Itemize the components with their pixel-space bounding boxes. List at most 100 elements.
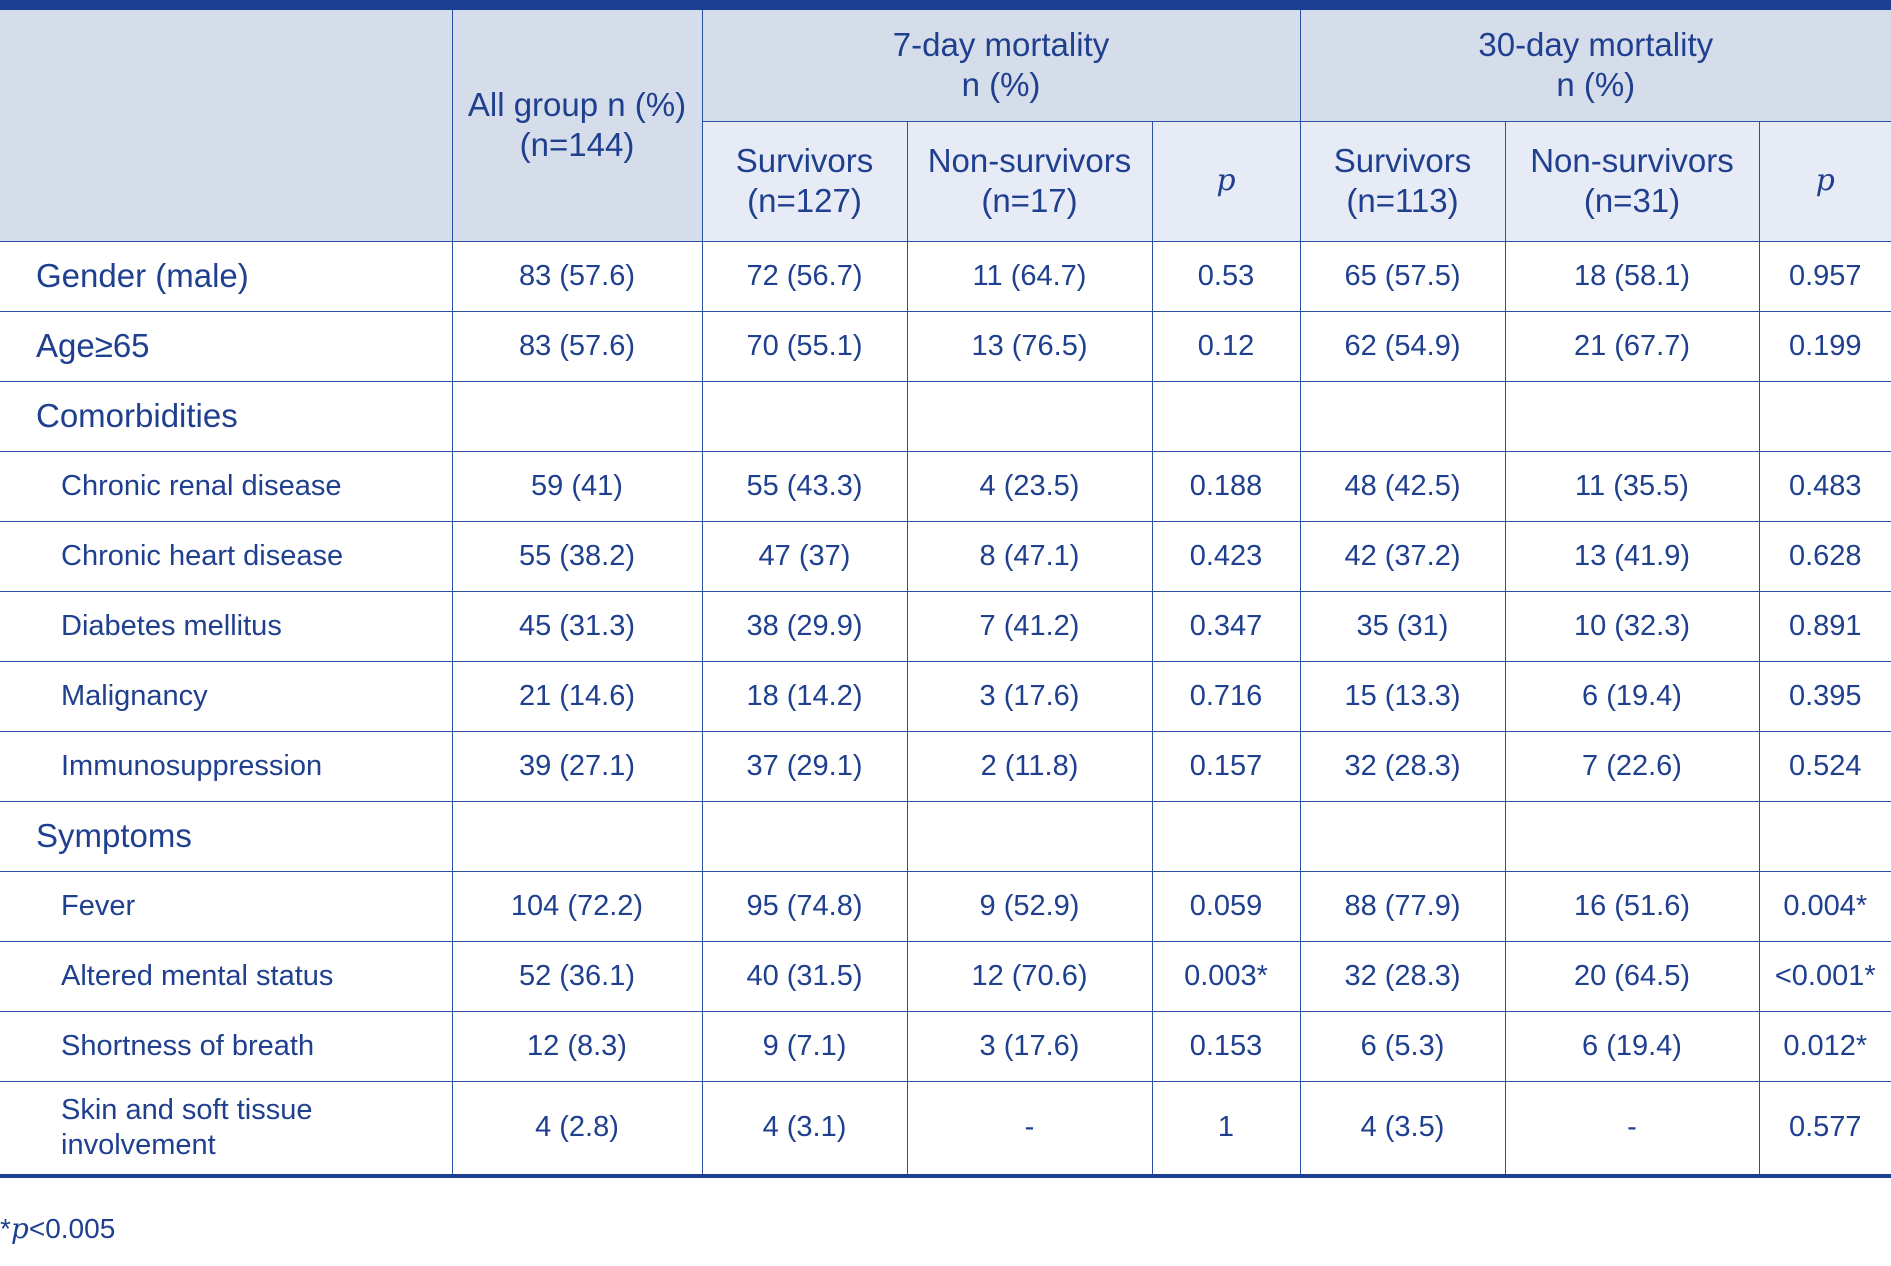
row-label-text: Chronic renal disease	[61, 469, 342, 502]
table-cell: 0.483	[1758, 450, 1891, 522]
row-label: Comorbidities	[0, 380, 453, 452]
table-cell	[1504, 800, 1760, 872]
table-cell: 55 (38.2)	[451, 520, 703, 592]
table-cell: -	[906, 1080, 1153, 1178]
table-cell: 83 (57.6)	[451, 240, 703, 312]
table-cell: 35 (31)	[1299, 590, 1506, 662]
table-cell: 72 (56.7)	[701, 240, 908, 312]
table-cell: 0.004*	[1758, 870, 1891, 942]
table-cell	[1151, 800, 1301, 872]
table-cell: 52 (36.1)	[451, 940, 703, 1012]
row-label: Gender (male)	[0, 240, 453, 312]
row-label-text: Gender (male)	[36, 257, 249, 294]
header-all-group-line1: All group n (%)	[467, 86, 687, 124]
table-cell: 37 (29.1)	[701, 730, 908, 802]
table-cell: 70 (55.1)	[701, 310, 908, 382]
row-label: Age≥65	[0, 310, 453, 382]
table-cell: 0.716	[1151, 660, 1301, 732]
subheader-p-7day-line1: p	[1216, 163, 1236, 198]
table-cell: 0.53	[1151, 240, 1301, 312]
table-cell: 55 (43.3)	[701, 450, 908, 522]
table-cell	[701, 380, 908, 452]
table-cell: 0.423	[1151, 520, 1301, 592]
table-cell: 32 (28.3)	[1299, 730, 1506, 802]
footnote-star: *	[0, 1213, 11, 1244]
table-cell: 0.157	[1151, 730, 1301, 802]
table-cell: 39 (27.1)	[451, 730, 703, 802]
table-cell	[451, 800, 703, 872]
table-cell: 40 (31.5)	[701, 940, 908, 1012]
table-row: Fever 104 (72.2) 95 (74.8) 9 (52.9) 0.059 88 …	[0, 870, 1891, 942]
table-cell: 42 (37.2)	[1299, 520, 1506, 592]
table-cell: 32 (28.3)	[1299, 940, 1506, 1012]
table-cell: 4 (3.5)	[1299, 1080, 1506, 1178]
table-cell: 8 (47.1)	[906, 520, 1153, 592]
row-label: Diabetes mellitus	[0, 590, 453, 662]
row-label-text: Malignancy	[61, 679, 208, 712]
subheader-non-survivors-30day: Non-survivors (n=31)	[1504, 120, 1760, 242]
table-cell: 18 (14.2)	[701, 660, 908, 732]
subheader-non-survivors-7day-line2: (n=17)	[981, 182, 1078, 219]
table-row: Diabetes mellitus 45 (31.3) 38 (29.9) 7 (41…	[0, 590, 1891, 662]
table-row: Comorbidities	[0, 380, 1891, 452]
row-label: Chronic renal disease	[0, 450, 453, 522]
table-cell	[701, 800, 908, 872]
mortality-table: All group n (%) (n=144) 7-day mortality …	[0, 10, 1891, 1178]
table-cell: 4 (3.1)	[701, 1080, 908, 1178]
table-cell	[451, 380, 703, 452]
table-cell: 45 (31.3)	[451, 590, 703, 662]
subheader-survivors-30day: Survivors (n=113)	[1299, 120, 1506, 242]
table-cell	[906, 800, 1153, 872]
table-cell: -	[1504, 1080, 1760, 1178]
row-label-text: Immunosuppression	[61, 749, 323, 782]
table-cell: 0.628	[1758, 520, 1891, 592]
subheader-non-survivors-7day: Non-survivors (n=17)	[906, 120, 1153, 242]
table-cell: 9 (52.9)	[906, 870, 1153, 942]
row-label-text: Comorbidities	[36, 397, 238, 434]
table-row: Immunosuppression 39 (27.1) 37 (29.1) 2 (11…	[0, 730, 1891, 802]
table-cell: 21 (14.6)	[451, 660, 703, 732]
table-cell	[1299, 380, 1506, 452]
table-cell: 104 (72.2)	[451, 870, 703, 942]
subheader-non-survivors-30day-line1: Non-survivors	[1530, 142, 1734, 179]
subheader-row: Survivors (n=127) Non-survivors (n=17) p Surv…	[0, 120, 1891, 242]
table-body: Gender (male) 83 (57.6) 72 (56.7) 11 (64.7)…	[0, 240, 1891, 1178]
table-row: Chronic heart disease 55 (38.2) 47 (37) 8 (…	[0, 520, 1891, 592]
table-cell: 6 (5.3)	[1299, 1010, 1506, 1082]
table-row: Age≥65 83 (57.6) 70 (55.1) 13 (76.5) 0.12 62 …	[0, 310, 1891, 382]
subheader-p-30day: p	[1758, 120, 1891, 242]
table-cell: 0.199	[1758, 310, 1891, 382]
subheader-p-30day-line1: p	[1815, 163, 1835, 198]
table-row: Gender (male) 83 (57.6) 72 (56.7) 11 (64.7)…	[0, 240, 1891, 312]
table-cell: 4 (23.5)	[906, 450, 1153, 522]
table-cell: 4 (2.8)	[451, 1080, 703, 1178]
table-cell: 0.12	[1151, 310, 1301, 382]
table-cell: 38 (29.9)	[701, 590, 908, 662]
table-cell: 0.003*	[1151, 940, 1301, 1012]
table-cell: 15 (13.3)	[1299, 660, 1506, 732]
table-cell: 0.957	[1758, 240, 1891, 312]
table-cell: 0.059	[1151, 870, 1301, 942]
header-7day-mortality: 7-day mortality n (%)	[701, 10, 1301, 122]
table-cell: 0.347	[1151, 590, 1301, 662]
table-cell: 11 (64.7)	[906, 240, 1153, 312]
row-label-text: Age≥65	[36, 327, 150, 364]
header-all-group: All group n (%) (n=144)	[451, 10, 703, 242]
table-cell: 2 (11.8)	[906, 730, 1153, 802]
table-row: Malignancy 21 (14.6) 18 (14.2) 3 (17.6) 0.71…	[0, 660, 1891, 732]
table-row: Chronic renal disease 59 (41) 55 (43.3) 4 (…	[0, 450, 1891, 522]
subheader-survivors-7day-line2: (n=127)	[747, 182, 862, 219]
table-cell: 83 (57.6)	[451, 310, 703, 382]
row-label: Malignancy	[0, 660, 453, 732]
header-blank-cell	[0, 10, 453, 242]
header-30day-mortality: 30-day mortality n (%)	[1299, 10, 1891, 122]
table-cell: 0.524	[1758, 730, 1891, 802]
table-cell: 48 (42.5)	[1299, 450, 1506, 522]
header-7day-line1: 7-day mortality	[892, 26, 1110, 64]
row-label: Altered mental status	[0, 940, 453, 1012]
table-cell: 47 (37)	[701, 520, 908, 592]
subheader-non-survivors-7day-line1: Non-survivors	[927, 142, 1132, 179]
table-cell: 9 (7.1)	[701, 1010, 908, 1082]
footnote: *p<0.005	[0, 1212, 115, 1245]
row-label-text: Shortness of breath	[61, 1029, 315, 1062]
